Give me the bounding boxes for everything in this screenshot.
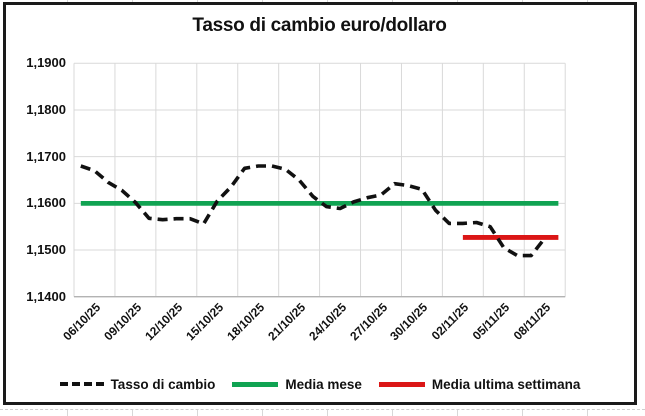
worksheet-cell-border [132, 410, 133, 416]
legend: Tasso di cambio Media mese Media ultima se… [6, 371, 634, 397]
y-axis-label: 1,1700 [26, 148, 66, 164]
worksheet-cell-border [197, 410, 198, 416]
legend-label: Media mese [285, 376, 362, 392]
worksheet-cell-border [522, 0, 523, 2]
legend-item-tasso-di-cambio: Tasso di cambio [59, 376, 216, 392]
worksheet-cell-border [262, 0, 263, 2]
worksheet-cell-border [262, 410, 263, 416]
exchange-rate-line [80, 164, 547, 258]
y-axis-label: 1,1900 [26, 55, 66, 71]
worksheet-cell-border [392, 0, 393, 2]
worksheet-cell-border [587, 0, 588, 2]
worksheet-cell-border [67, 410, 68, 416]
worksheet-cell-border [457, 0, 458, 2]
worksheet-cell-border [522, 410, 523, 416]
worksheet-cell-border [132, 0, 133, 2]
legend-solid-line-icon [378, 381, 425, 387]
legend-solid-line-icon [232, 381, 279, 387]
legend-dashed-line-icon [59, 382, 104, 386]
y-axis-label: 1,1400 [26, 288, 66, 304]
worksheet-cell-border [327, 0, 328, 2]
worksheet-cell-border [587, 410, 588, 416]
y-axis-label: 1,1600 [26, 195, 66, 211]
plot-area [73, 62, 566, 298]
worksheet-cell-border [67, 0, 68, 2]
chart-title: Tasso di cambio euro/dollaro [192, 15, 447, 36]
legend-label: Media ultima settimana [431, 376, 581, 392]
worksheet-pagebreak-line [0, 409, 645, 410]
chart-inner: Tasso di cambio euro/dollaro 1,1900 1,180… [6, 5, 634, 402]
y-axis-label: 1,1800 [26, 101, 66, 117]
worksheet-cell-border [197, 0, 198, 2]
worksheet-cell-border [457, 410, 458, 416]
worksheet-cell-border [392, 410, 393, 416]
chart-frame[interactable]: Tasso di cambio euro/dollaro 1,1900 1,180… [3, 2, 637, 405]
legend-label: Tasso di cambio [110, 376, 216, 392]
y-axis-label: 1,1500 [26, 242, 66, 258]
legend-item-media-mese: Media mese [232, 377, 362, 392]
worksheet-cell-border [327, 410, 328, 416]
legend-item-media-ultima-settimana: Media ultima settimana [378, 376, 581, 392]
